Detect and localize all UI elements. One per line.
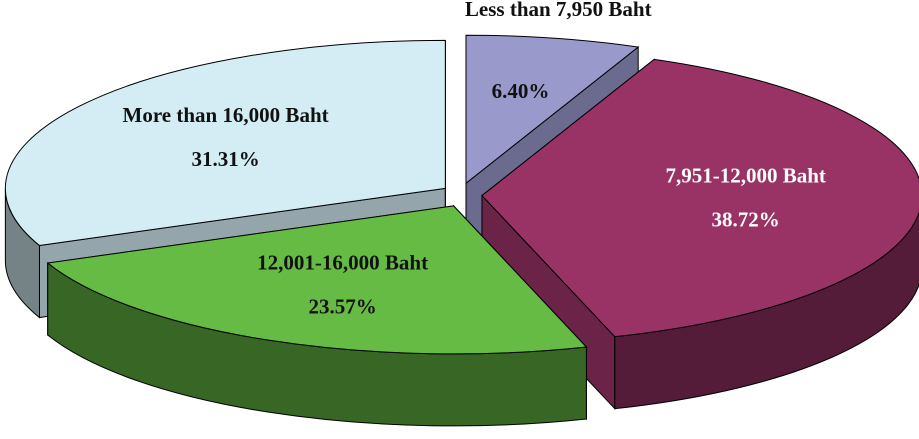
slice xyxy=(481,58,919,338)
value-label: 31.31% xyxy=(191,147,259,171)
slice xyxy=(46,205,588,355)
category-label: 7,951-12,000 Baht xyxy=(665,164,825,188)
slice xyxy=(4,39,446,247)
value-label: 6.40% xyxy=(492,79,550,103)
category-label: Less than 7,950 Baht xyxy=(465,0,652,21)
value-label: 38.72% xyxy=(712,208,780,232)
category-label: 12,001-16,000 Baht xyxy=(257,250,428,274)
slice xyxy=(465,34,640,185)
value-label: 23.57% xyxy=(308,294,376,318)
category-label: More than 16,000 Baht xyxy=(123,103,329,127)
